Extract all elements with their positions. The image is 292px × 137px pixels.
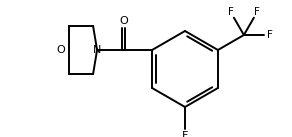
Text: O: O xyxy=(57,45,65,55)
Text: O: O xyxy=(119,16,128,26)
Text: F: F xyxy=(228,8,234,18)
Text: F: F xyxy=(254,8,260,18)
Text: F: F xyxy=(182,131,188,137)
Text: F: F xyxy=(267,30,273,40)
Text: N: N xyxy=(93,45,101,55)
